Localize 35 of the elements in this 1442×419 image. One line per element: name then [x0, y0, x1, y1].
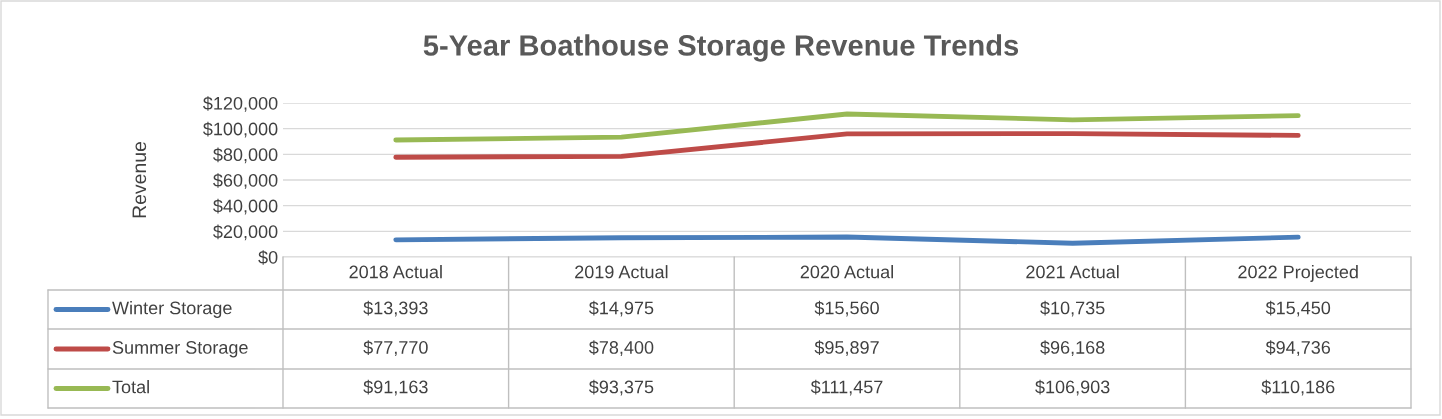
x-tick-label: 2021 Actual	[1026, 265, 1119, 279]
data-label: $95,897	[814, 340, 879, 356]
y-tick-label: $20,000	[213, 224, 278, 241]
legend-label: Summer Storage	[112, 341, 248, 358]
data-label: $91,163	[363, 379, 428, 396]
y-axis-title: Revenue	[132, 141, 147, 218]
data-label: $78,400	[588, 340, 654, 356]
chart-title: 5-Year Boathouse Storage Revenue Trends	[423, 34, 1019, 62]
data-label: $93,375	[588, 379, 654, 396]
data-label: $111,457	[810, 379, 883, 396]
y-tick-label: $80,000	[213, 147, 278, 164]
data-label: $13,393	[363, 300, 428, 317]
data-label: $15,450	[1265, 300, 1331, 317]
x-tick-label: 2022 Projected	[1238, 265, 1358, 282]
data-label: $106,903	[1035, 379, 1110, 396]
data-label: $96,168	[1040, 340, 1105, 356]
x-tick-label: 2020 Actual	[800, 265, 893, 279]
data-label: $14,975	[588, 300, 654, 317]
data-label: $15,560	[814, 300, 879, 317]
line-series	[393, 131, 1301, 160]
line-series	[393, 234, 1301, 246]
x-tick-label: 2018 Actual	[349, 265, 442, 279]
x-tick-label: 2019 Actual	[575, 265, 668, 279]
y-tick-label: $120,000	[203, 96, 278, 112]
data-label: $94,736	[1265, 340, 1331, 356]
legend-label: Total	[112, 380, 149, 394]
data-label: $77,770	[363, 340, 428, 356]
y-tick-label: $40,000	[213, 198, 278, 215]
data-label: $110,186	[1261, 379, 1335, 396]
y-tick-label: $0	[258, 250, 278, 265]
data-label: $10,735	[1040, 300, 1105, 317]
legend-label: Winter Storage	[112, 301, 232, 318]
y-tick-label: $60,000	[213, 173, 278, 189]
line-series	[393, 111, 1301, 143]
y-tick-label: $100,000	[203, 121, 278, 138]
